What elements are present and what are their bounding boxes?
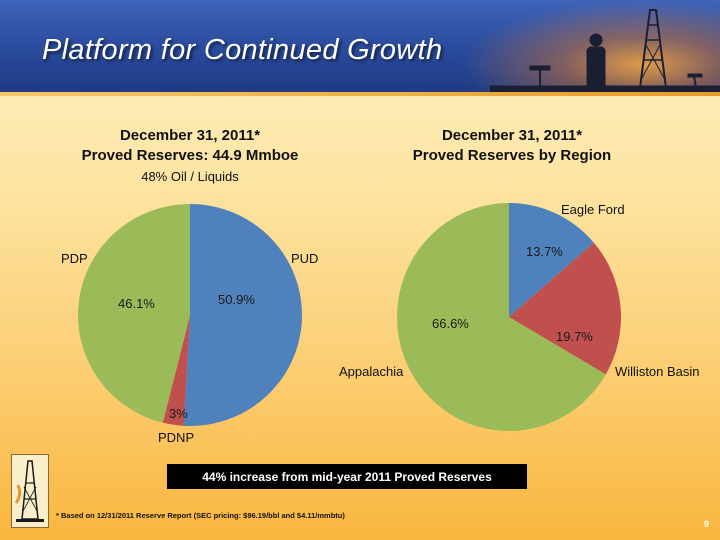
- pie-left-slice-pud: [183, 204, 302, 426]
- pie-left-slice-pdnp: [162, 315, 190, 426]
- right-chart-title: December 31, 2011* Proved Reserves by Re…: [372, 126, 652, 166]
- pie-left-slice-pdp: [78, 204, 190, 423]
- derrick-logo-icon: [14, 460, 44, 522]
- highlight-banner: 44% increase from mid-year 2011 Proved R…: [167, 464, 527, 489]
- pie-right-slice-williston-basin: [509, 242, 621, 375]
- pie-left-value-pdp: 46.1%: [118, 296, 155, 311]
- header-bar: Platform for Continued Growth: [0, 0, 720, 92]
- left-chart-subtitle: 48% Oil / Liquids: [141, 169, 239, 184]
- footnote: * Based on 12/31/2011 Reserve Report (SE…: [56, 511, 345, 520]
- pie-left-legend-pdnp: PDNP: [158, 430, 195, 445]
- pie-right-legend-appalachia: Appalachia: [339, 364, 404, 379]
- pie-right-slice-eagle-ford: [509, 203, 594, 317]
- pie-right-legend-williston-basin: Williston Basin: [615, 364, 700, 379]
- pie-right-slice-appalachia: [397, 203, 606, 431]
- left-chart-title-line2: Proved Reserves: 44.9 Mmboe: [81, 147, 299, 164]
- right-chart-title-line1: December 31, 2011*: [441, 127, 583, 144]
- pie-right-legend-eagle-ford: Eagle Ford: [561, 202, 625, 217]
- oilfield-silhouette-icon: [490, 9, 720, 92]
- left-chart-title-line1: December 31, 2011*: [119, 127, 261, 144]
- pie-left-legend-pdp: PDP: [61, 251, 88, 266]
- page-title: Platform for Continued Growth: [42, 34, 443, 66]
- page-number: 9: [703, 519, 709, 529]
- company-logo: [11, 454, 49, 528]
- pie-right-value-appalachia: 66.6%: [432, 316, 469, 331]
- pie-left-legend-pud: PUD: [291, 251, 319, 266]
- left-chart-title: December 31, 2011* Proved Reserves: 44.9…: [50, 126, 330, 166]
- pie-left-value-pdnp: 3%: [169, 406, 188, 421]
- pie-right-value-williston-basin: 19.7%: [556, 329, 593, 344]
- header-divider: [0, 92, 720, 96]
- right-chart-title-line2: Proved Reserves by Region: [412, 147, 612, 164]
- pie-right-value-eagle-ford: 13.7%: [526, 244, 563, 259]
- pie-left-value-pud: 50.9%: [218, 292, 255, 307]
